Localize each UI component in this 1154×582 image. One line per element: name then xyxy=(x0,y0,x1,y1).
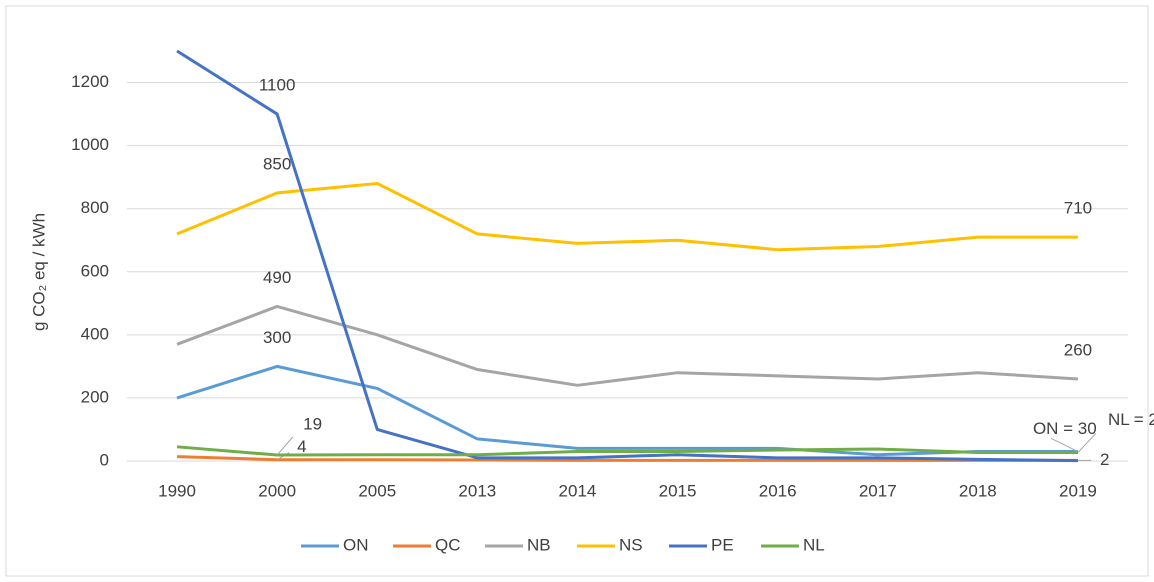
data-label: ON = 30 xyxy=(1033,419,1097,438)
series-line xyxy=(176,49,1078,463)
y-tick-label: 400 xyxy=(81,324,109,343)
label-leader xyxy=(1050,437,1079,452)
x-tick-label: 2017 xyxy=(859,481,897,500)
y-tick-label: 600 xyxy=(81,261,109,280)
legend-label: PE xyxy=(711,535,734,554)
data-label: 1100 xyxy=(259,76,296,95)
data-label: 4 xyxy=(297,437,306,456)
data-label: 2 xyxy=(1100,450,1109,469)
data-label: 850 xyxy=(263,154,291,173)
y-tick-label: 0 xyxy=(100,450,109,469)
legend-label: NS xyxy=(619,535,643,554)
y-tick-label: 1200 xyxy=(71,72,109,91)
x-tick-label: 2013 xyxy=(458,481,496,500)
data-label: 300 xyxy=(263,328,291,347)
y-tick-label: 800 xyxy=(81,198,109,217)
legend-label: NB xyxy=(527,535,551,554)
x-tick-label: 2019 xyxy=(1059,481,1097,500)
x-tick-label: 2005 xyxy=(358,481,396,500)
series-line xyxy=(176,445,1078,457)
x-tick-label: 2018 xyxy=(959,481,997,500)
series-line xyxy=(176,304,1079,387)
data-label: 710 xyxy=(1064,199,1092,218)
x-tick-label: 2014 xyxy=(559,481,597,500)
data-label: 490 xyxy=(263,268,291,287)
legend-label: ON xyxy=(343,535,369,554)
y-tick-label: 200 xyxy=(81,387,109,406)
label-leader xyxy=(1077,432,1097,453)
data-label: 19 xyxy=(303,414,322,433)
x-tick-label: 1990 xyxy=(158,481,196,500)
legend-label: NL xyxy=(803,535,825,554)
x-tick-label: 2016 xyxy=(759,481,797,500)
series-line xyxy=(176,364,1078,457)
y-axis-label: g CO₂ eq / kWh xyxy=(29,213,48,331)
series-line xyxy=(176,181,1078,252)
chart-border xyxy=(5,5,1149,577)
legend-label: QC xyxy=(435,535,461,554)
x-tick-label: 2015 xyxy=(659,481,697,500)
y-tick-label: 1000 xyxy=(71,135,109,154)
series-line xyxy=(177,455,1078,462)
label-leader xyxy=(276,436,294,456)
x-tick-label: 2000 xyxy=(258,481,296,500)
data-label: NL = 27 xyxy=(1108,410,1154,429)
data-label: 260 xyxy=(1064,340,1092,359)
